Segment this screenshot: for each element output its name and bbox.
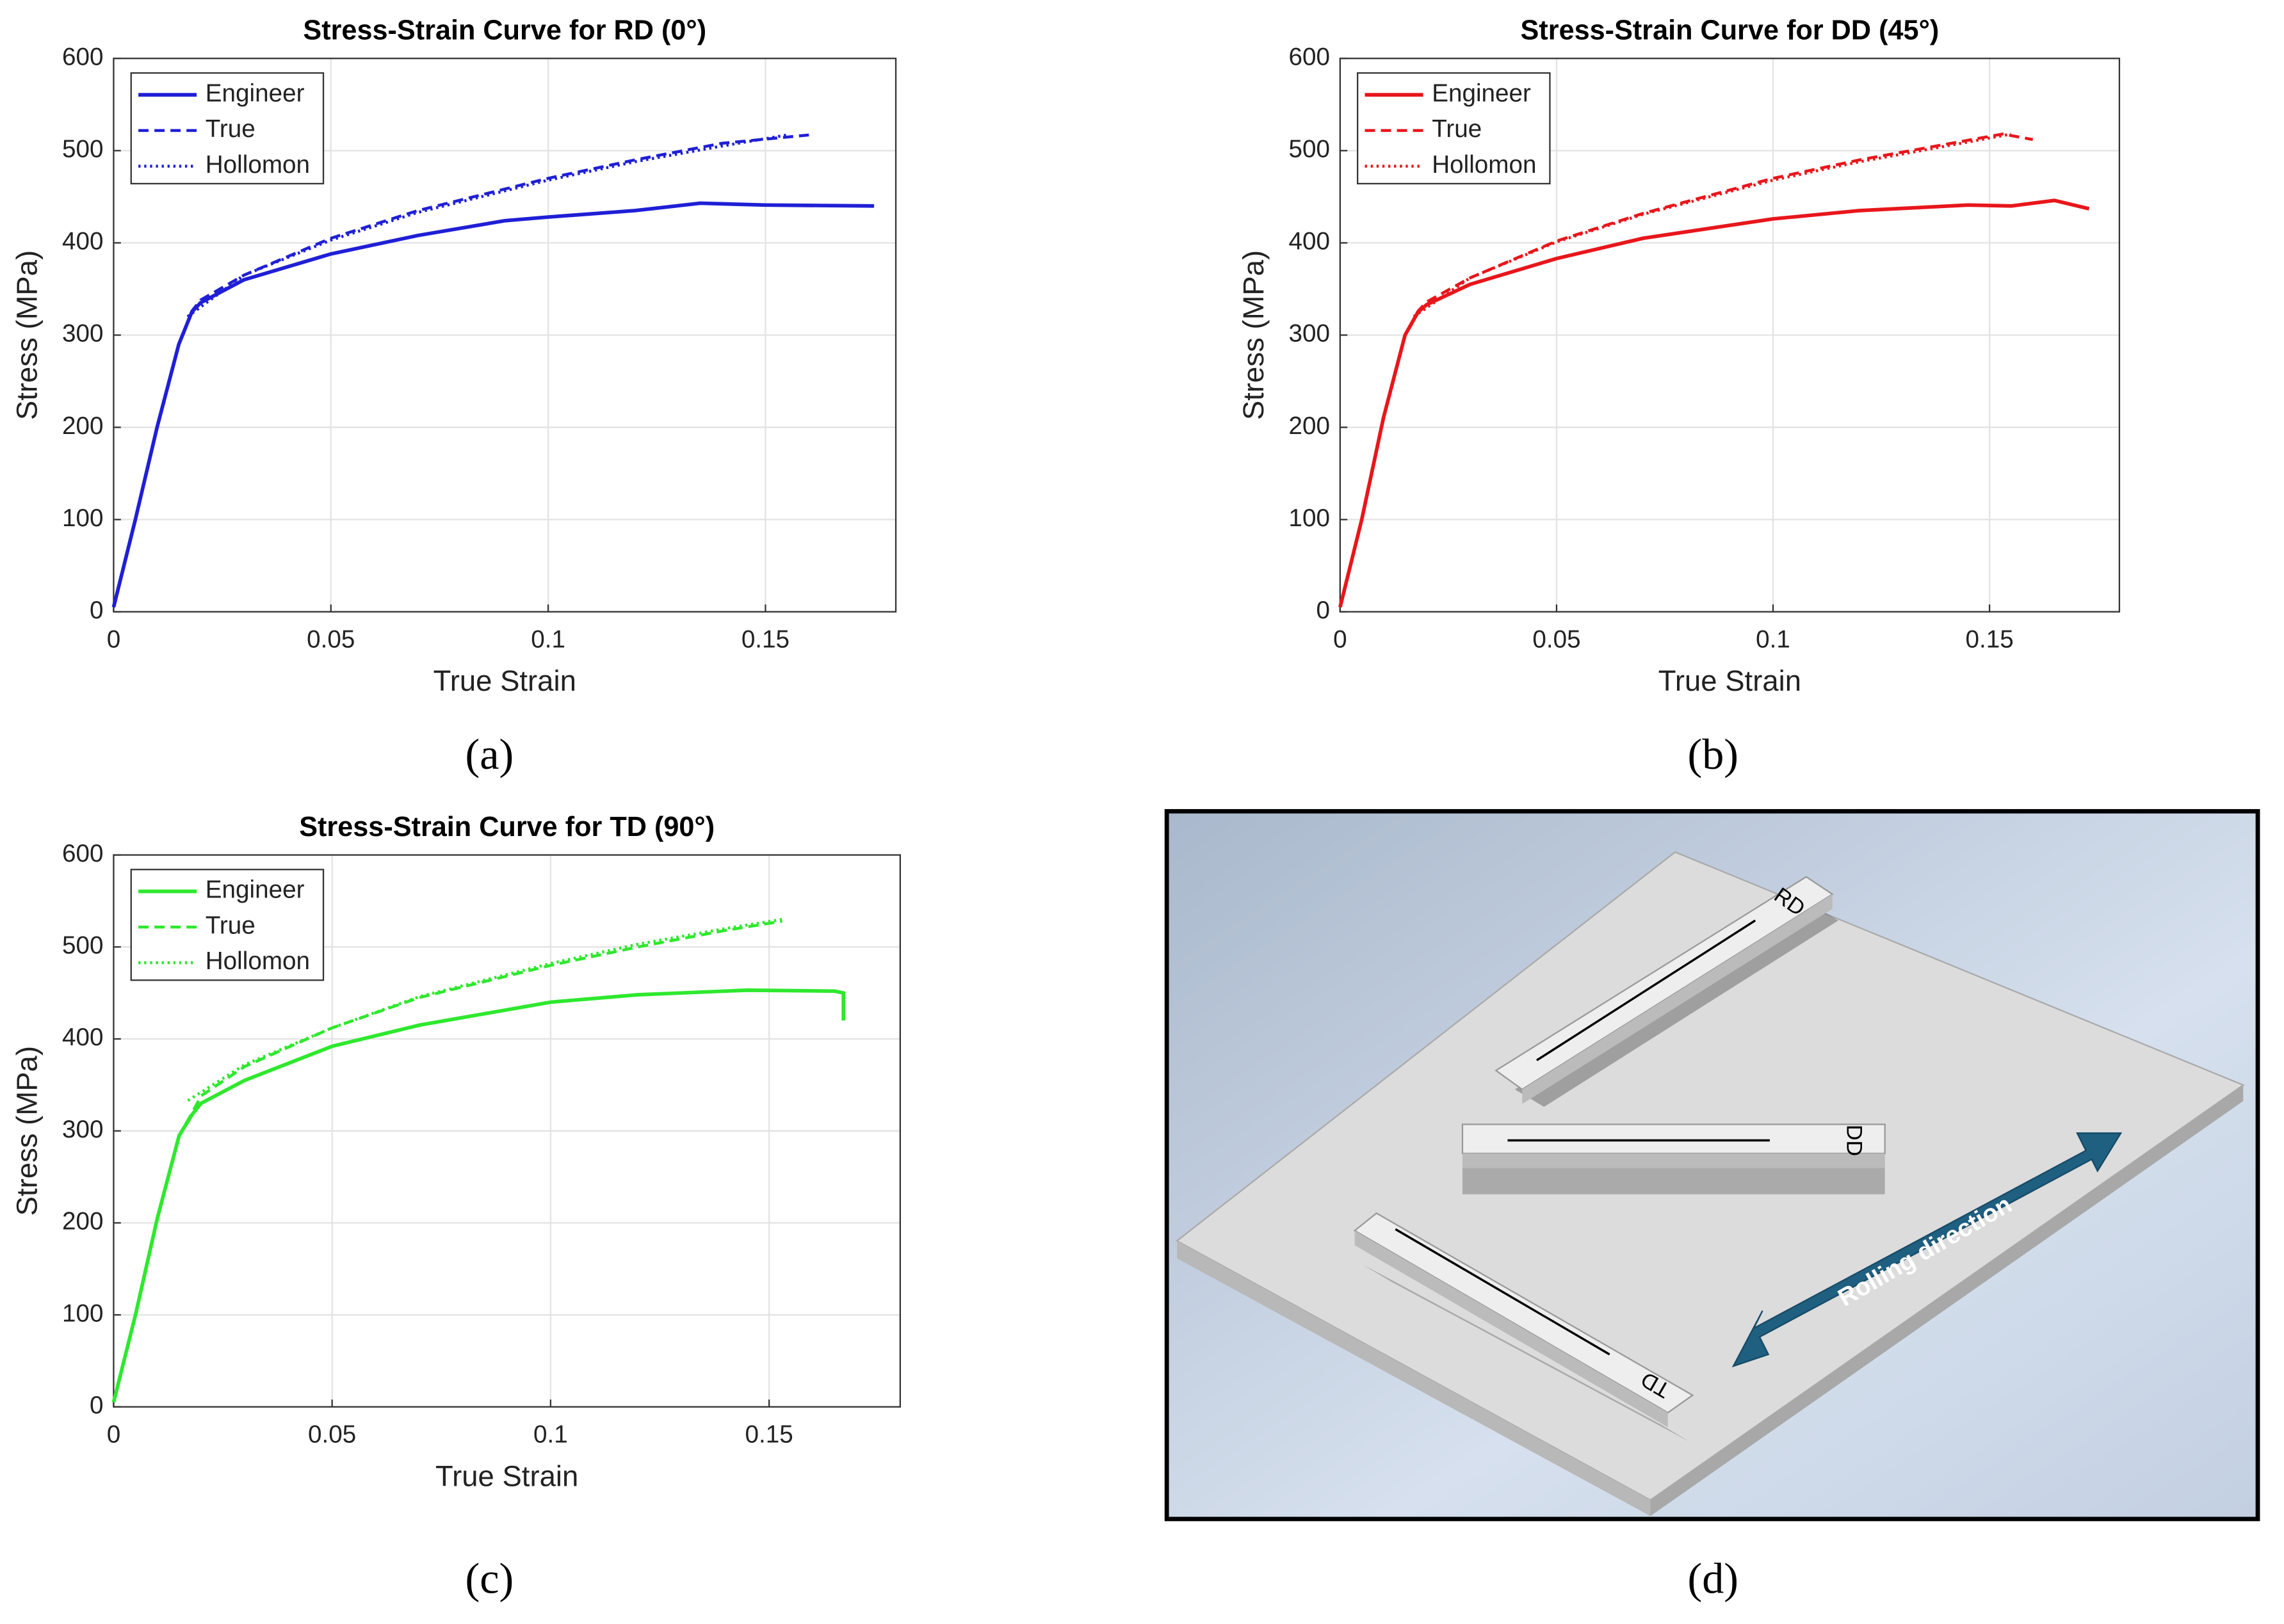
rolling-arrow — [1731, 1132, 2123, 1368]
x-axis-label: True Strain — [435, 1459, 578, 1492]
specimen-arrow — [1536, 919, 1756, 1061]
chart-title: Stress-Strain Curve for DD (45°) — [1521, 15, 1940, 46]
y-tick-label: 500 — [62, 136, 104, 163]
y-tick-label: 200 — [62, 1208, 104, 1235]
chart-title: Stress-Strain Curve for TD (90°) — [299, 812, 715, 842]
chart: 0 100 200 300 400 500 600 0 0.05 0.1 0.15 Stress-St… — [1237, 15, 2121, 697]
series-line — [1338, 133, 2034, 608]
y-tick-label: 200 — [62, 412, 104, 440]
y-tick-label: 500 — [1288, 136, 1329, 163]
x-tick-label: 0.05 — [307, 625, 355, 653]
y-tick-label: 600 — [62, 840, 104, 867]
specimen — [1353, 1212, 1694, 1414]
panel-label: (d) — [1687, 1554, 1738, 1603]
y-tick-label: 400 — [62, 228, 104, 255]
shadow — [1362, 1264, 1690, 1442]
specimen — [1461, 1123, 1886, 1155]
plate-edge — [1177, 1241, 1651, 1516]
series-line — [1338, 198, 2090, 608]
legend-label: Engineer — [206, 79, 305, 107]
legend-label: Hollomon — [206, 151, 310, 179]
x-tick-label: 0.15 — [745, 1421, 793, 1449]
plot-frame — [113, 58, 897, 613]
y-tick-label: 500 — [62, 932, 104, 960]
specimen-arrow — [1395, 1228, 1610, 1356]
legend-label: Engineer — [206, 876, 305, 904]
y-tick-label: 100 — [62, 1299, 104, 1327]
x-axis-label: True Strain — [433, 664, 576, 697]
x-tick-label: 0.05 — [308, 1421, 356, 1449]
x-tick-label: 0.15 — [1965, 625, 2013, 653]
y-tick-label: 0 — [1316, 597, 1330, 624]
specimen-side — [1354, 1230, 1668, 1427]
legend-label: Engineer — [1432, 79, 1531, 107]
panel-label: (a) — [465, 730, 514, 778]
y-tick-label: 0 — [90, 1392, 104, 1419]
legend-label: True — [1432, 115, 1482, 143]
y-tick-label: 300 — [1288, 320, 1329, 348]
specimen-label: DD — [1842, 1125, 1867, 1156]
x-tick-label: 0.1 — [1756, 625, 1790, 653]
x-tick-label: 0.15 — [741, 625, 790, 653]
legend-label: True — [206, 912, 255, 939]
x-tick-label: 0 — [1333, 625, 1347, 653]
specimen-side — [1462, 1153, 1885, 1168]
y-tick-label: 400 — [62, 1024, 104, 1051]
y-tick-label: 100 — [62, 504, 104, 532]
y-axis-label: Stress (MPa) — [1237, 250, 1270, 420]
y-tick-label: 0 — [90, 597, 104, 624]
series-line — [187, 917, 782, 1102]
specimen-side — [1522, 894, 1833, 1104]
chart: 0 100 200 300 400 500 600 0 0.05 0.1 0.15 Stress-St… — [11, 15, 897, 697]
y-tick-label: 600 — [62, 43, 104, 70]
legend-label: True — [206, 115, 255, 143]
x-tick-label: 0 — [107, 1421, 121, 1449]
y-axis-label: Stress (MPa) — [11, 1046, 44, 1216]
y-tick-label: 100 — [1288, 504, 1329, 532]
y-tick-label: 600 — [1288, 43, 1329, 70]
y-axis-label: Stress (MPa) — [11, 250, 44, 420]
x-tick-label: 0 — [107, 625, 121, 653]
x-tick-label: 0.1 — [531, 625, 565, 653]
panel-label: (c) — [465, 1554, 514, 1603]
y-tick-label: 400 — [1288, 228, 1329, 255]
x-tick-label: 0.1 — [533, 1421, 568, 1449]
series-line — [1413, 133, 2012, 318]
series-line — [186, 133, 788, 318]
panel-label: (b) — [1687, 730, 1738, 778]
y-tick-label: 300 — [62, 1116, 104, 1143]
legend-label: Hollomon — [1432, 151, 1536, 179]
illustration: RD DD TD Rolling direction — [1164, 808, 2260, 1522]
y-tick-label: 300 — [62, 320, 104, 348]
chart-title: Stress-Strain Curve for RD (0°) — [303, 15, 706, 46]
plate-edge — [1650, 1085, 2244, 1516]
x-tick-label: 0.05 — [1532, 625, 1580, 653]
plot-frame — [113, 854, 902, 1408]
plot-frame — [1339, 58, 2121, 613]
y-tick-label: 200 — [1288, 412, 1329, 440]
chart: 0 100 200 300 400 500 600 0 0.05 0.1 0.15 Stress-St… — [11, 812, 902, 1492]
x-axis-label: True Strain — [1658, 664, 1801, 697]
legend-label: Hollomon — [206, 947, 310, 975]
series-line — [112, 919, 782, 1403]
